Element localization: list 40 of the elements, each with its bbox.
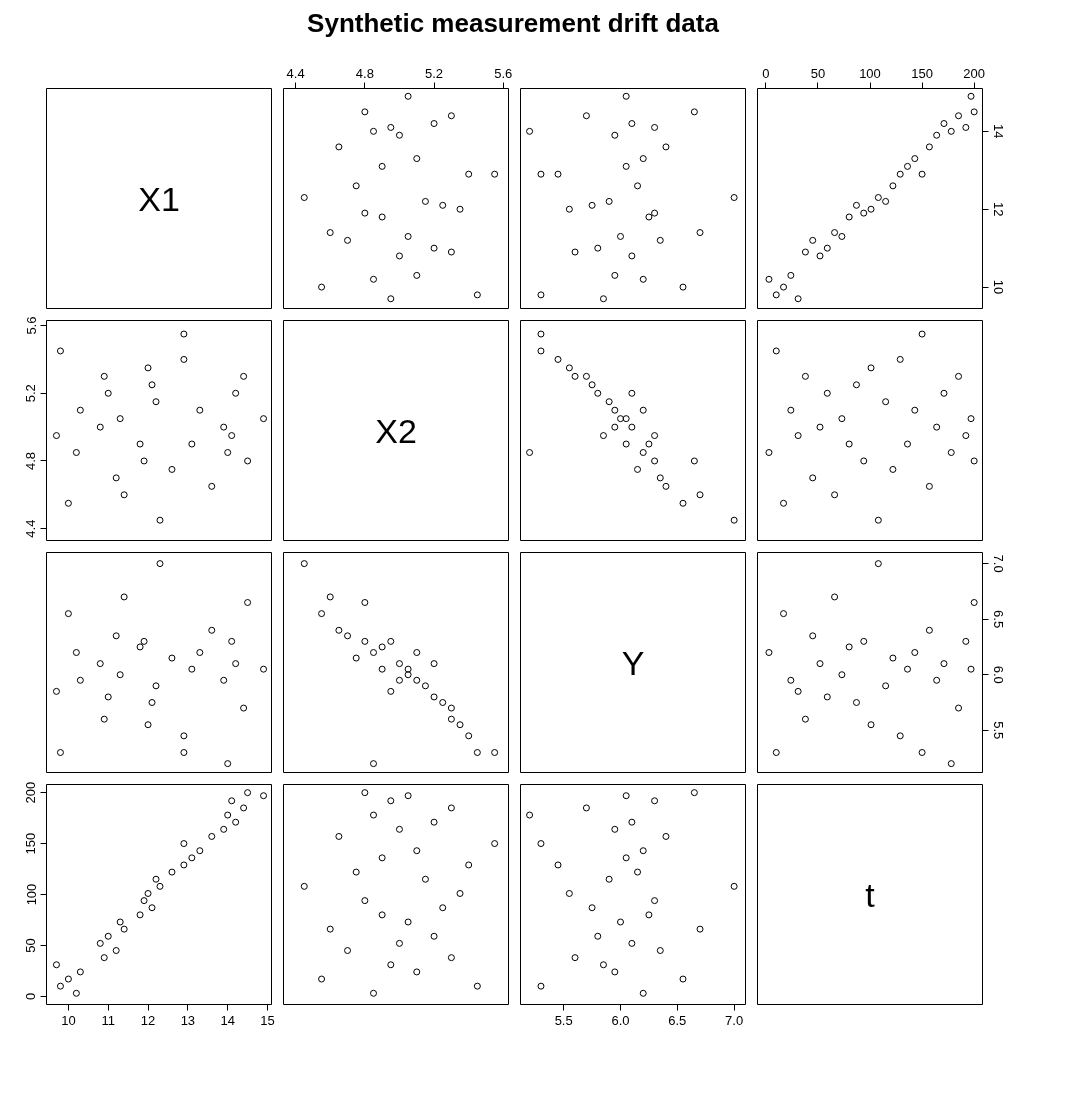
y-tick-label: 0: [23, 992, 39, 1000]
text: Y: [621, 643, 645, 682]
x-tick-label: 13: [180, 1012, 196, 1028]
y-tick-label: 5.2: [23, 384, 39, 403]
x-tick-label: 5.5: [554, 1012, 573, 1028]
x-tick-label: 200: [963, 65, 986, 81]
y-tick-label: 50: [23, 938, 39, 953]
x-tick-label: 50: [810, 65, 826, 81]
x-tick-label: 10: [61, 1012, 76, 1028]
y-tick-label: 10: [990, 279, 1006, 295]
x-tick-label: 6.5: [668, 1012, 687, 1028]
text: X1: [138, 179, 180, 218]
text: X2: [375, 411, 417, 450]
text: t: [865, 875, 876, 914]
x-tick-label: 150: [911, 65, 933, 81]
y-tick-label: 200: [23, 781, 39, 804]
y-tick-label: 150: [23, 832, 39, 855]
x-tick-label: 100: [859, 65, 881, 81]
y-tick-label: 4.4: [23, 519, 39, 538]
y-tick-label: 100: [23, 883, 39, 906]
y-tick-label: 5.6: [23, 316, 39, 335]
x-tick-label: 12: [140, 1012, 156, 1028]
y-tick-label: 14: [990, 124, 1006, 139]
x-tick-label: 4.8: [355, 65, 374, 81]
x-tick-label: 4.4: [286, 65, 305, 81]
x-tick-label: 5.6: [494, 65, 513, 81]
x-tick-label: 15: [260, 1012, 275, 1028]
y-tick-label: 6.5: [990, 610, 1006, 629]
x-tick-label: 14: [220, 1012, 235, 1028]
x-tick-label: 5.2: [425, 65, 444, 81]
y-tick-label: 6.0: [990, 665, 1006, 684]
text: Synthetic measurement drift data: [307, 7, 719, 40]
x-tick-label: 7.0: [725, 1012, 744, 1028]
y-tick-label: 7.0: [990, 554, 1006, 573]
x-tick-label: 11: [101, 1012, 115, 1028]
y-tick-label: 5.5: [990, 721, 1006, 740]
y-tick-label: 12: [990, 201, 1006, 217]
y-tick-label: 4.8: [23, 451, 39, 470]
x-tick-label: 6.0: [611, 1012, 630, 1028]
x-tick-label: 0: [762, 65, 770, 81]
